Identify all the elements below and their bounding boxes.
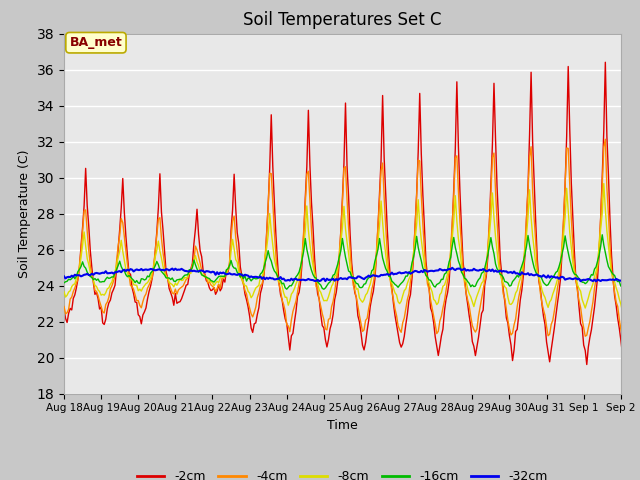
Legend: -2cm, -4cm, -8cm, -16cm, -32cm: -2cm, -4cm, -8cm, -16cm, -32cm bbox=[132, 465, 553, 480]
Title: Soil Temperatures Set C: Soil Temperatures Set C bbox=[243, 11, 442, 29]
Y-axis label: Soil Temperature (C): Soil Temperature (C) bbox=[18, 149, 31, 278]
X-axis label: Time: Time bbox=[327, 419, 358, 432]
Text: BA_met: BA_met bbox=[70, 36, 122, 49]
